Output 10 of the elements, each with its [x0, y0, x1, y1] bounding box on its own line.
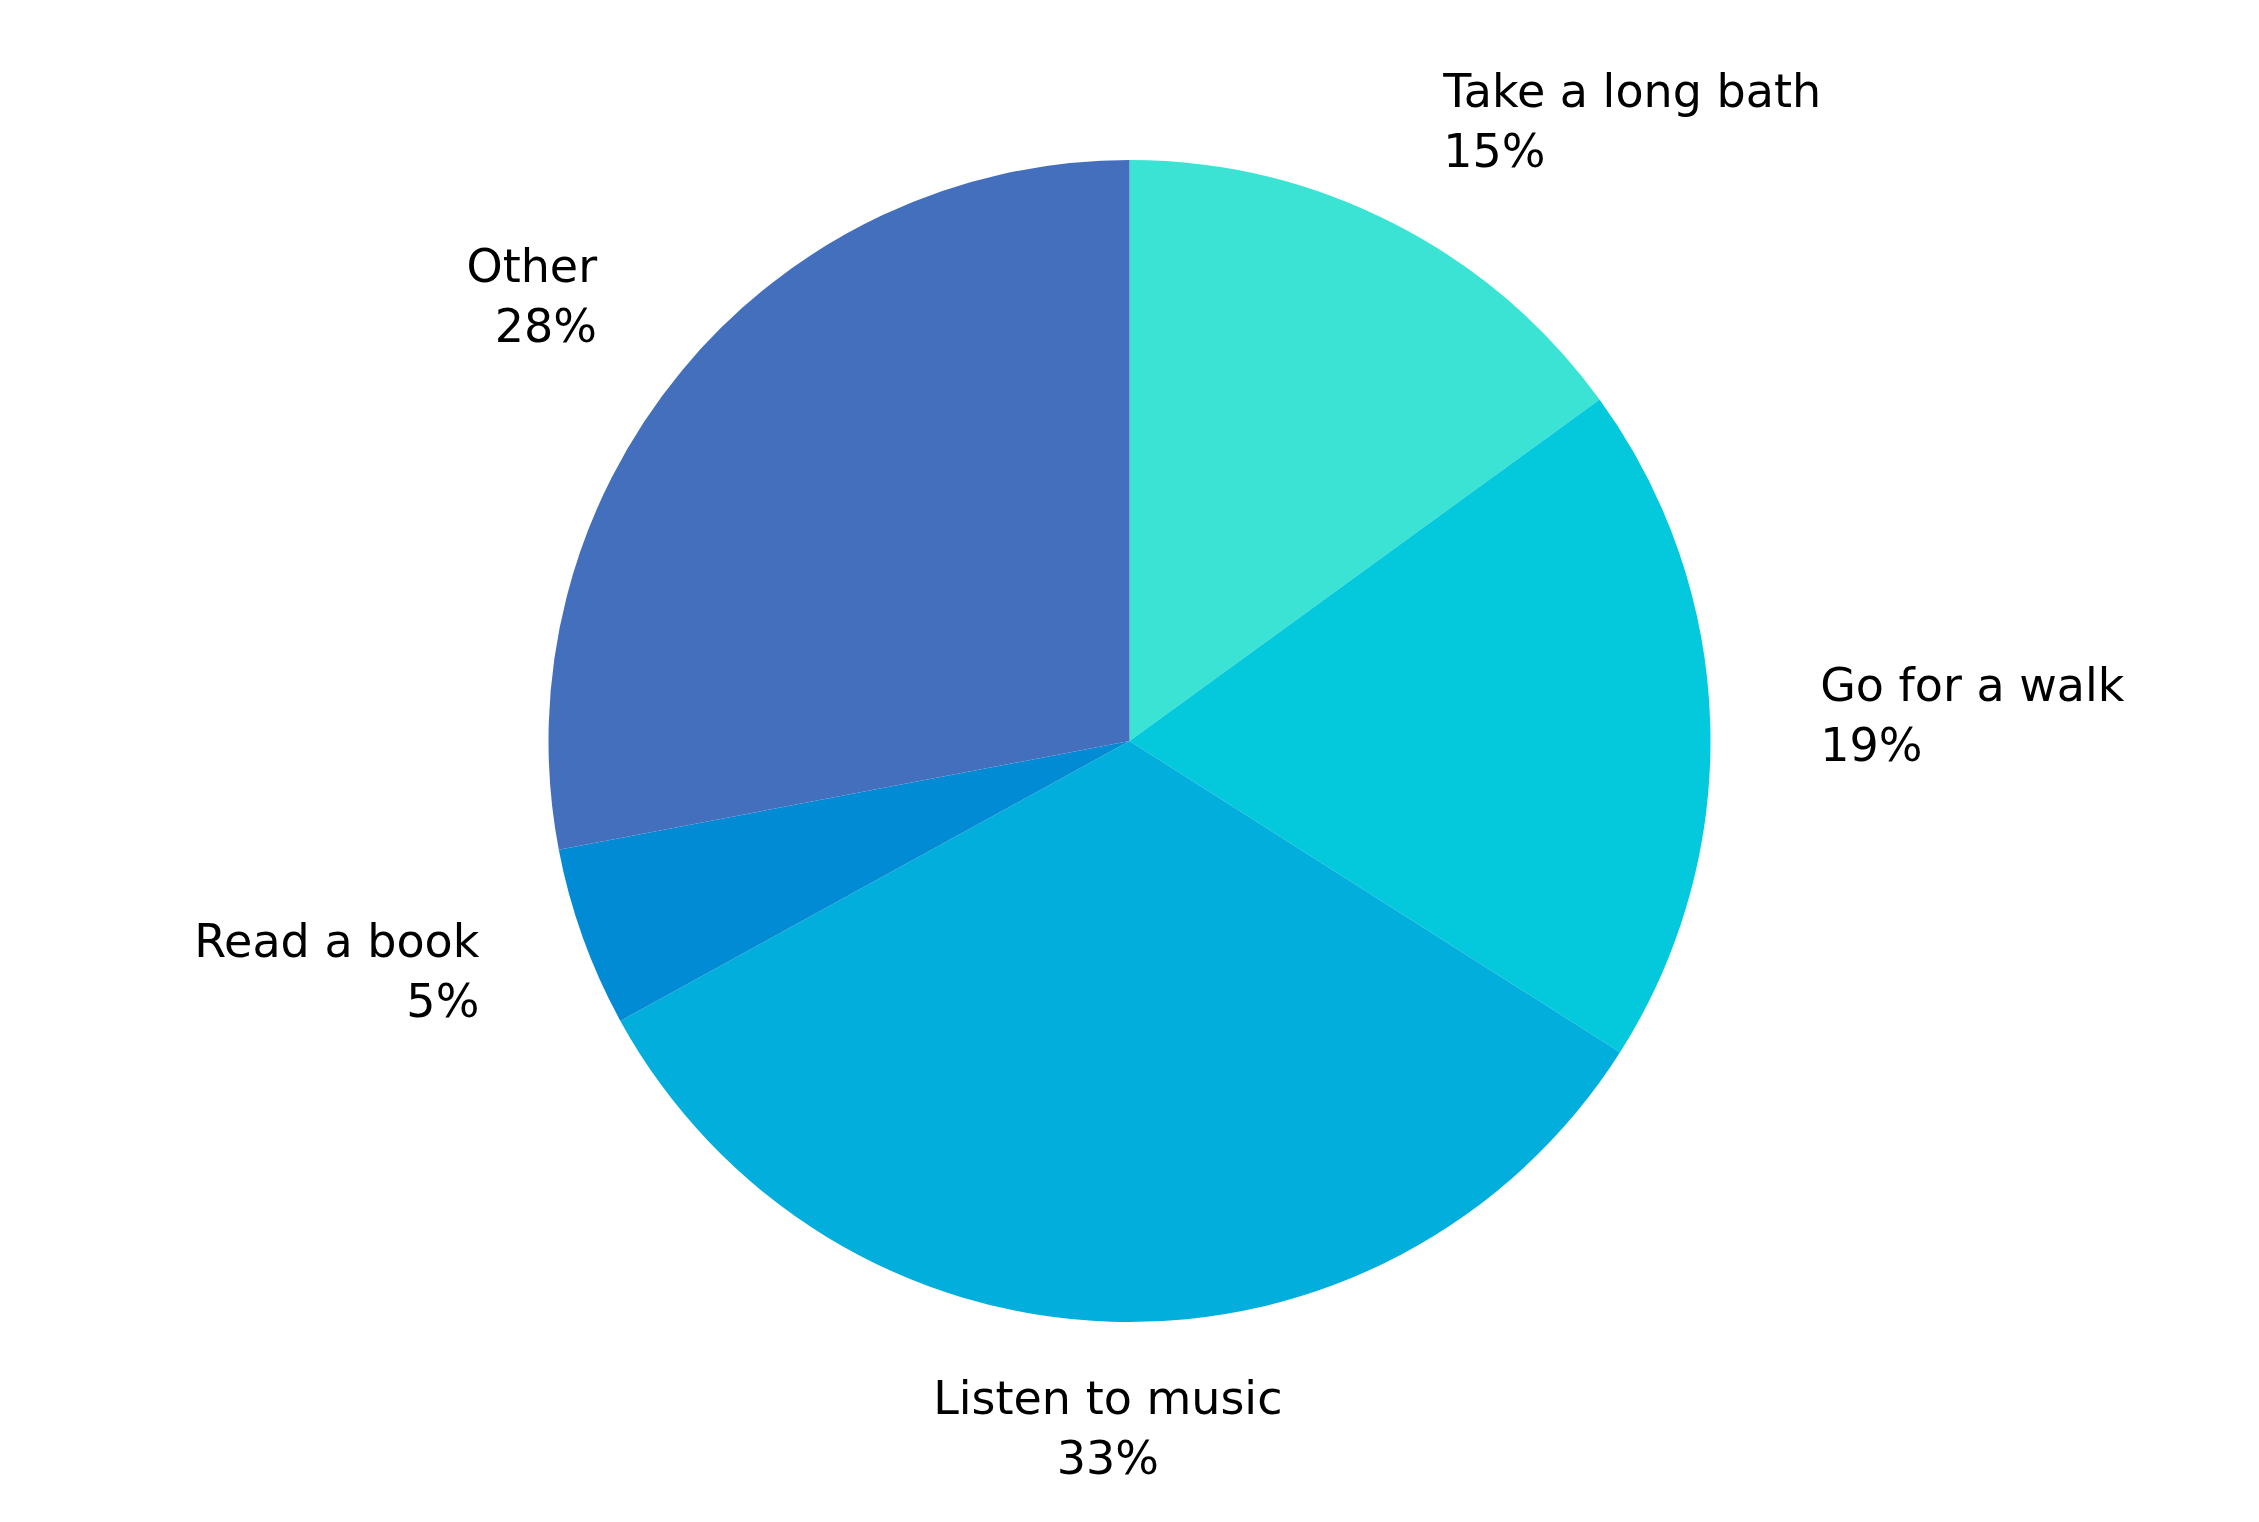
data-label: 15% [1443, 124, 1546, 179]
slice-label: Listen to music [933, 1370, 1283, 1425]
slice-label: Other [466, 239, 598, 294]
data-label: 33% [1056, 1430, 1159, 1485]
data-label: 5% [406, 974, 480, 1029]
data-label: 19% [1820, 718, 1923, 773]
data-label: 28% [494, 299, 598, 354]
slice-label: Read a book [194, 914, 480, 969]
slice-label: Take a long bath [1442, 64, 1822, 119]
slice-label: Go for a walk [1820, 658, 2125, 713]
